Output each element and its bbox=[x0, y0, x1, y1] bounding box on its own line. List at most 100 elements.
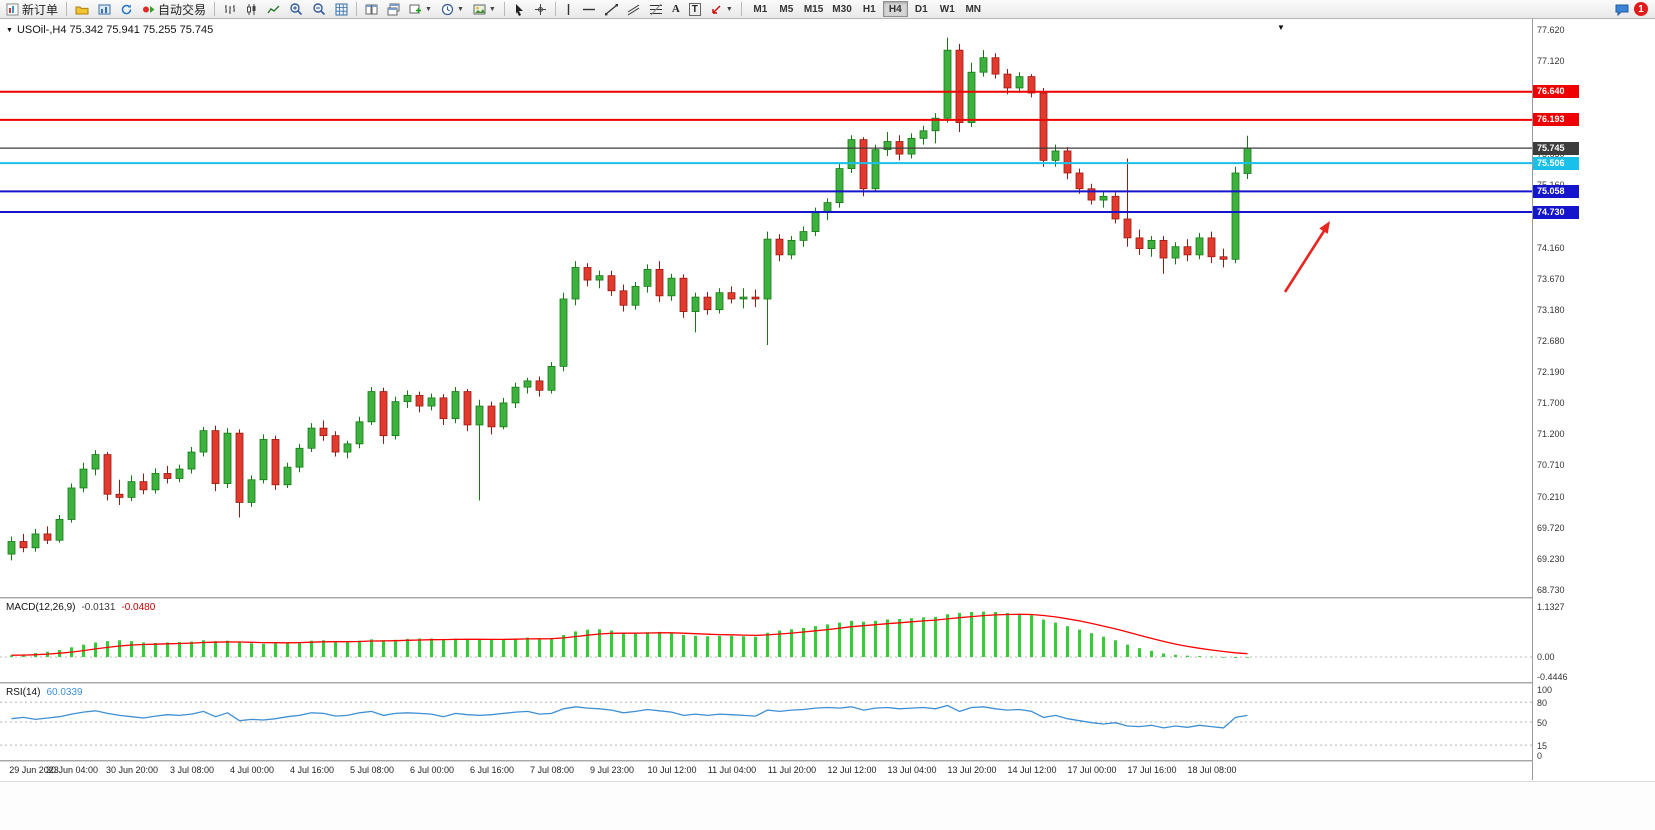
chart-title: ▼ USOil-,H4 75.342 75.941 75.255 75.745 bbox=[6, 24, 213, 36]
auto-trading-button[interactable]: 自动交易 bbox=[138, 1, 210, 18]
time-axis-label: 17 Jul 00:00 bbox=[1067, 765, 1117, 775]
crosshair-button[interactable] bbox=[530, 1, 551, 18]
zoom-out-button[interactable] bbox=[308, 1, 330, 18]
time-axis[interactable]: 29 Jun 2023 30 Jun 04:00 30 Jun 20:00 3 Jul… bbox=[0, 762, 1532, 780]
rsi-axis-label: 15 bbox=[1537, 741, 1548, 752]
time-axis-label: 30 Jun 20:00 bbox=[105, 765, 159, 775]
bar-chart-icon bbox=[225, 4, 236, 14]
text-label-button[interactable]: T bbox=[685, 1, 705, 18]
cursor-icon bbox=[515, 3, 523, 16]
macd-axis-label: 1.1327 bbox=[1537, 602, 1565, 613]
price-axis-label: 69.720 bbox=[1537, 522, 1565, 533]
dropdown-caret: ▼ bbox=[488, 5, 496, 13]
price-axis-label: 70.210 bbox=[1537, 491, 1565, 502]
cursor-button[interactable] bbox=[509, 1, 529, 18]
profiles-button[interactable] bbox=[71, 1, 93, 18]
main-toolbar: 新订单 自动交易 bbox=[0, 0, 1655, 19]
timeframe-M5[interactable]: M5 bbox=[774, 1, 799, 17]
candlestick-button[interactable] bbox=[241, 1, 262, 18]
arrow-shape-icon bbox=[712, 5, 721, 14]
annotation-arrow[interactable] bbox=[1283, 221, 1330, 293]
timeframe-W1[interactable]: W1 bbox=[935, 1, 960, 17]
grid-button[interactable] bbox=[331, 1, 352, 18]
bar-chart-button[interactable] bbox=[219, 1, 240, 18]
rsi-axis-label: 80 bbox=[1537, 698, 1548, 709]
text-tool-glyph: A bbox=[671, 3, 680, 15]
support-button[interactable] bbox=[1611, 1, 1633, 18]
timeframe-M30[interactable]: M30 bbox=[828, 1, 855, 17]
channel-button[interactable] bbox=[623, 1, 644, 18]
rsi-axis-label: 50 bbox=[1537, 718, 1548, 728]
price-level-badge: 76.640 bbox=[1533, 85, 1579, 99]
crosshair-icon bbox=[534, 3, 546, 15]
tile-windows-button[interactable] bbox=[361, 1, 382, 18]
dropdown-caret: ▼ bbox=[456, 5, 464, 13]
time-axis-label: 4 Jul 00:00 bbox=[229, 765, 275, 775]
new-order-label: 新订单 bbox=[22, 2, 59, 17]
template-icon bbox=[473, 4, 486, 14]
macd-label: MACD(12,26,9) -0.0131 -0.0480 bbox=[6, 602, 155, 613]
price-axis-label: 73.180 bbox=[1537, 304, 1565, 315]
shapes-button[interactable]: ▼ bbox=[706, 1, 737, 18]
market-watch-button[interactable] bbox=[94, 1, 115, 18]
macd-pane[interactable] bbox=[0, 600, 1532, 682]
pane-divider[interactable] bbox=[0, 760, 1655, 762]
time-axis-label: 18 Jul 08:00 bbox=[1187, 765, 1237, 775]
refresh-icon bbox=[121, 4, 132, 14]
timeframe-H4[interactable]: H4 bbox=[882, 1, 908, 17]
rsi-value: 60.0339 bbox=[46, 687, 83, 698]
scroll-to-end-marker[interactable]: ▼ bbox=[1277, 23, 1285, 32]
text-button[interactable]: A bbox=[668, 1, 684, 18]
periods-button[interactable]: ▼ bbox=[437, 1, 468, 18]
price-axis-label: 72.190 bbox=[1537, 367, 1565, 378]
horizontal-line-button[interactable] bbox=[578, 1, 600, 18]
timeframe-M15[interactable]: M15 bbox=[800, 1, 827, 17]
toolbar-separator bbox=[66, 2, 68, 16]
pane-divider[interactable] bbox=[0, 682, 1655, 684]
time-axis-label: 14 Jul 12:00 bbox=[1007, 765, 1057, 775]
price-axis[interactable]: 77.62077.12076.63076.14075.65075.16074.6… bbox=[1532, 19, 1655, 780]
time-axis-label: 11 Jul 04:00 bbox=[707, 765, 757, 775]
rsi-axis-label: 100 bbox=[1537, 685, 1553, 695]
refresh-button[interactable] bbox=[116, 1, 137, 18]
price-axis-label: 77.120 bbox=[1537, 56, 1565, 67]
channel-icon bbox=[627, 4, 640, 15]
trendline-icon bbox=[604, 3, 618, 15]
new-order-button[interactable]: 新订单 bbox=[2, 1, 62, 18]
trendline-button[interactable] bbox=[601, 1, 622, 18]
timeframe-M1[interactable]: M1 bbox=[748, 1, 773, 17]
chart-expand-icon[interactable]: ▼ bbox=[6, 26, 13, 34]
price-chart-pane[interactable] bbox=[0, 19, 1532, 597]
label-tool-glyph: T bbox=[688, 2, 701, 16]
rsi-pane[interactable] bbox=[0, 685, 1532, 760]
cascade-windows-button[interactable] bbox=[383, 1, 404, 18]
macd-axis-label: 0.00 bbox=[1537, 652, 1555, 662]
fibonacci-button[interactable] bbox=[645, 1, 667, 18]
line-chart-icon bbox=[267, 5, 280, 13]
timeframe-D1[interactable]: D1 bbox=[909, 1, 934, 17]
cascade-windows-icon bbox=[387, 3, 400, 15]
candlestick-icon bbox=[247, 3, 256, 15]
time-axis-label: 5 Jul 08:00 bbox=[349, 765, 395, 775]
time-axis-label: 17 Jul 16:00 bbox=[1127, 765, 1177, 775]
timeframe-H1[interactable]: H1 bbox=[857, 1, 882, 17]
new-chart-button[interactable]: ▼ bbox=[405, 1, 436, 18]
price-axis-label: 70.710 bbox=[1537, 460, 1565, 471]
time-axis-label: 29 Jun 2023 bbox=[9, 765, 59, 775]
pane-divider[interactable] bbox=[0, 597, 1655, 599]
line-chart-button[interactable] bbox=[263, 1, 284, 18]
notification-badge[interactable]: 1 bbox=[1634, 2, 1648, 16]
zoom-in-icon bbox=[290, 3, 303, 16]
chart-title-text: USOil-,H4 75.342 75.941 75.255 75.745 bbox=[16, 24, 214, 36]
dropdown-caret: ▼ bbox=[425, 5, 432, 13]
vertical-line-button[interactable] bbox=[560, 1, 577, 18]
status-strip bbox=[0, 781, 1655, 830]
zoom-in-button[interactable] bbox=[285, 1, 307, 18]
timeframe-MN[interactable]: MN bbox=[961, 1, 986, 17]
price-level-badge: 76.193 bbox=[1533, 113, 1579, 127]
time-axis-label: 9 Jul 23:00 bbox=[589, 765, 635, 775]
macd-signal-value: -0.0480 bbox=[121, 602, 156, 613]
templates-button[interactable]: ▼ bbox=[469, 1, 500, 18]
price-axis-label: 71.200 bbox=[1537, 429, 1565, 440]
